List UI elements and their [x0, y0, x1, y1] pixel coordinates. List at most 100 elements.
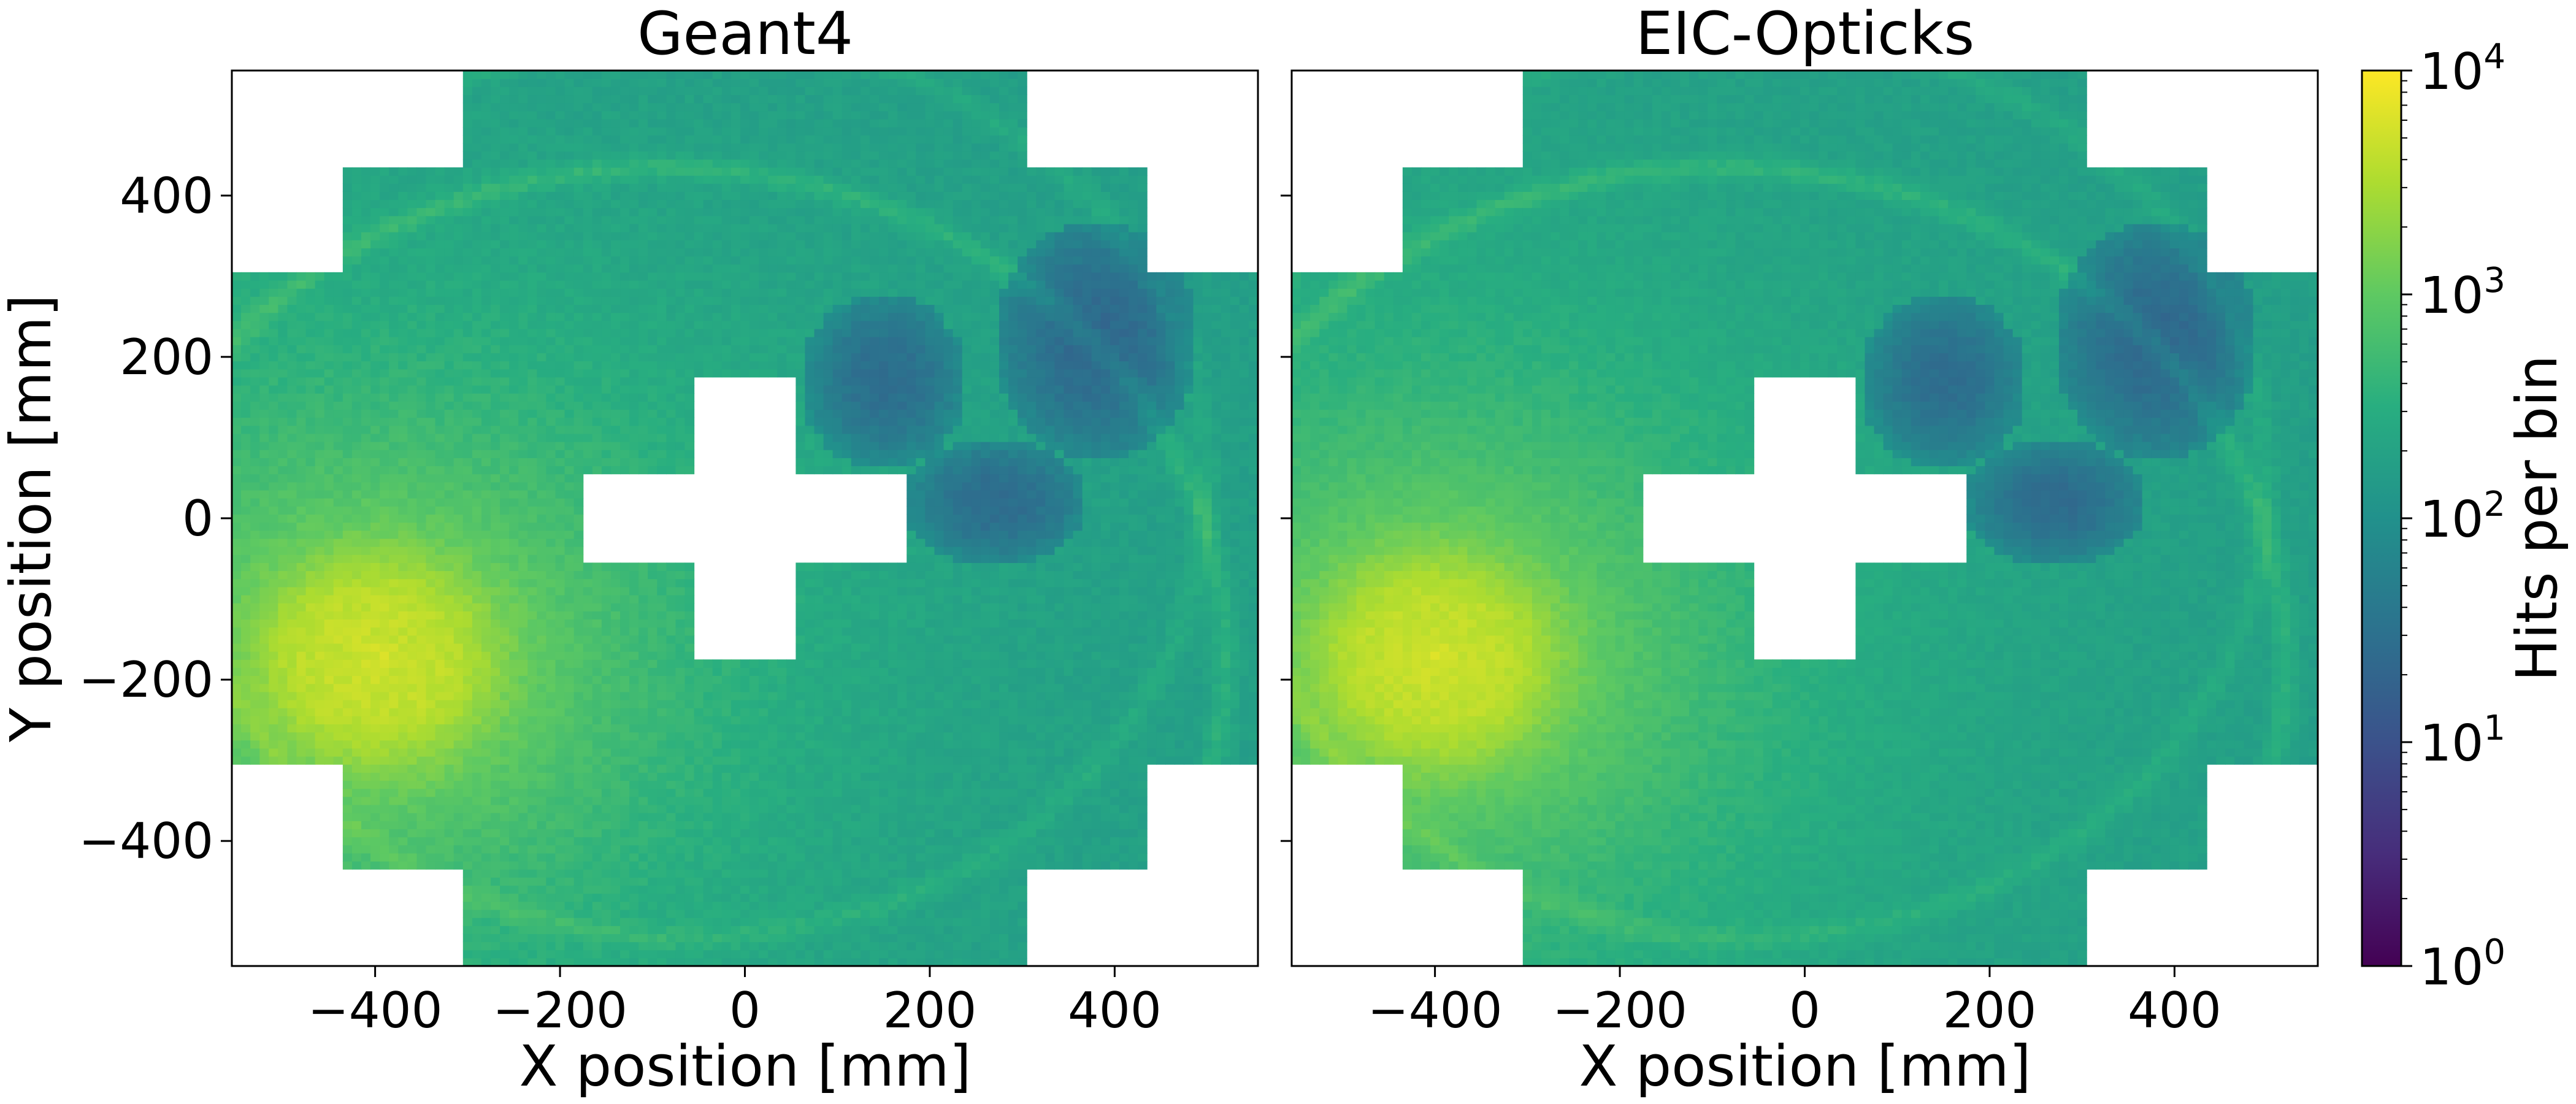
heatmap-cell: [740, 191, 750, 200]
heatmap-cell: [269, 531, 278, 539]
heatmap-cell: [361, 619, 371, 627]
heatmap-cell: [445, 595, 454, 604]
heatmap-cell: [481, 514, 491, 523]
heatmap-cell: [259, 280, 269, 289]
heatmap-cell: [287, 748, 297, 757]
heatmap-cell: [666, 853, 676, 862]
heatmap-cell: [500, 748, 510, 757]
heatmap-cell: [445, 482, 454, 491]
heatmap-cell: [250, 345, 260, 353]
heatmap-cell: [749, 845, 759, 854]
heatmap-cell: [445, 175, 454, 184]
heatmap-cell: [509, 716, 519, 724]
heatmap-cell: [537, 103, 546, 112]
heatmap-cell: [629, 635, 639, 644]
heatmap-cell: [740, 151, 750, 160]
heatmap-cell: [694, 692, 704, 700]
heatmap-cell: [602, 442, 611, 450]
heatmap-cell: [629, 603, 639, 611]
heatmap-cell: [407, 748, 417, 757]
heatmap-cell: [620, 86, 630, 95]
heatmap-cell: [556, 167, 565, 176]
heatmap-cell: [380, 756, 389, 765]
heatmap-cell: [629, 296, 639, 305]
heatmap-cell: [315, 603, 325, 611]
heatmap-cell: [416, 619, 426, 627]
heatmap-cell: [546, 902, 556, 910]
heatmap-cell: [537, 151, 546, 160]
heatmap-cell: [435, 797, 445, 805]
heatmap-cell: [481, 409, 491, 418]
heatmap-cell: [648, 869, 657, 878]
heatmap-cell: [426, 756, 436, 765]
heatmap-cell: [565, 603, 575, 611]
heatmap-cell: [343, 797, 353, 805]
heatmap-cell: [463, 369, 473, 378]
heatmap-cell: [481, 635, 491, 644]
heatmap-cell: [509, 119, 519, 128]
heatmap-cell: [278, 539, 288, 547]
heatmap-cell: [565, 667, 575, 676]
heatmap-cell: [472, 675, 482, 684]
heatmap-cell: [620, 272, 630, 281]
heatmap-cell: [685, 861, 695, 870]
heatmap-cell: [583, 780, 593, 789]
heatmap-cell: [297, 313, 307, 321]
heatmap-cell: [472, 240, 482, 248]
heatmap-cell: [537, 716, 546, 724]
heatmap-cell: [527, 79, 537, 87]
heatmap-cell: [657, 877, 667, 886]
heatmap-cell: [685, 208, 695, 217]
heatmap-cell: [537, 579, 546, 588]
heatmap-cell: [472, 401, 482, 410]
heatmap-cell: [259, 466, 269, 475]
heatmap-cell: [454, 635, 464, 644]
heatmap-cell: [297, 337, 307, 345]
heatmap-cell: [361, 232, 371, 240]
heatmap-cell: [713, 933, 723, 942]
heatmap-cell: [250, 684, 260, 692]
heatmap-cell: [481, 264, 491, 273]
heatmap-cell: [250, 450, 260, 458]
heatmap-cell: [445, 853, 454, 862]
heatmap-cell: [537, 418, 546, 426]
heatmap-cell: [565, 369, 575, 378]
heatmap-cell: [574, 732, 584, 741]
heatmap-cell: [416, 361, 426, 370]
heatmap-cell: [666, 732, 676, 741]
heatmap-cell: [713, 813, 723, 821]
heatmap-cell: [416, 571, 426, 580]
heatmap-cell: [537, 869, 546, 878]
heatmap-cell: [666, 950, 676, 959]
heatmap-cell: [592, 772, 602, 781]
heatmap-cell: [602, 296, 611, 305]
heatmap-cell: [481, 667, 491, 676]
heatmap-cell: [565, 280, 575, 289]
heatmap-cell: [592, 216, 602, 224]
heatmap-cell: [713, 321, 723, 329]
heatmap-cell: [472, 409, 482, 418]
heatmap-cell: [407, 667, 417, 676]
heatmap-cell: [416, 304, 426, 313]
heatmap-cell: [583, 361, 593, 370]
heatmap-cell: [463, 175, 473, 184]
heatmap-cell: [500, 264, 510, 273]
heatmap-cell: [713, 296, 723, 305]
heatmap-cell: [574, 442, 584, 450]
heatmap-cell: [556, 313, 565, 321]
heatmap-cell: [592, 684, 602, 692]
heatmap-cell: [518, 458, 528, 466]
heatmap-cell: [297, 716, 307, 724]
heatmap-cell: [713, 224, 723, 232]
heatmap-cell: [407, 780, 417, 789]
heatmap-cell: [666, 902, 676, 910]
heatmap-cell: [269, 708, 278, 716]
heatmap-cell: [666, 94, 676, 103]
heatmap-cell: [398, 264, 408, 273]
heatmap-cell: [500, 853, 510, 862]
heatmap-cell: [648, 627, 657, 636]
heatmap-cell: [361, 635, 371, 644]
heatmap-cell: [380, 450, 389, 458]
heatmap-cell: [426, 700, 436, 708]
heatmap-cell: [565, 119, 575, 128]
